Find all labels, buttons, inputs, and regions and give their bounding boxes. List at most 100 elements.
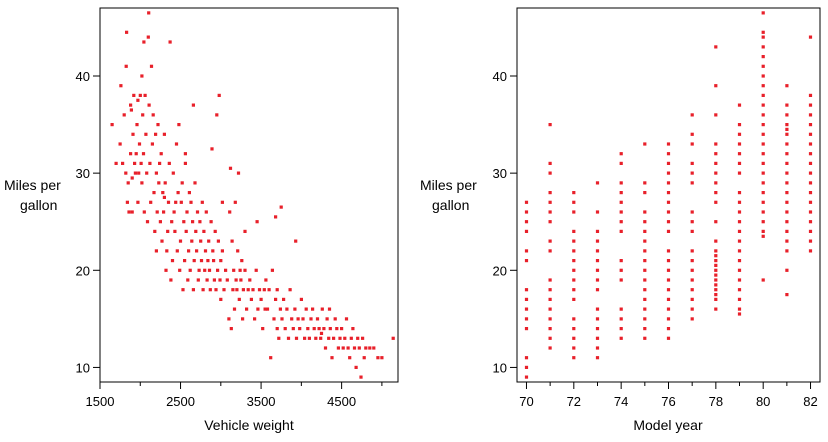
data-point: [714, 84, 718, 88]
data-point: [548, 307, 552, 311]
data-point: [368, 346, 372, 350]
data-point: [737, 307, 742, 311]
data-point: [548, 317, 552, 321]
data-point: [666, 317, 671, 321]
data-point: [219, 297, 223, 301]
data-point: [195, 210, 200, 214]
data-point: [217, 93, 221, 97]
data-point: [761, 229, 765, 233]
data-point: [572, 346, 576, 350]
data-point: [548, 297, 552, 301]
data-point: [236, 171, 241, 175]
data-point: [714, 268, 718, 272]
data-point: [191, 220, 195, 224]
data-point: [206, 259, 210, 263]
data-point: [714, 152, 718, 156]
data-point: [267, 288, 271, 292]
data-point: [364, 346, 368, 350]
data-point: [153, 229, 157, 233]
y-tick-label: 30: [76, 166, 90, 181]
data-point: [785, 132, 789, 136]
data-point: [737, 229, 742, 233]
data-point: [761, 45, 765, 49]
y-axis-title-line1: Miles per: [4, 177, 61, 193]
data-point: [218, 278, 222, 282]
data-point: [180, 181, 184, 185]
data-point: [808, 123, 813, 127]
data-point: [232, 268, 236, 272]
data-point: [162, 195, 166, 199]
data-point: [167, 161, 171, 165]
y-tick-label: 30: [493, 166, 507, 181]
data-point: [619, 327, 623, 331]
data-point: [246, 288, 250, 292]
data-point: [761, 11, 765, 15]
data-point: [714, 278, 718, 282]
data-point: [808, 93, 813, 97]
data-point: [213, 229, 217, 233]
data-point: [145, 220, 150, 224]
data-point: [785, 210, 789, 214]
data-point: [261, 327, 265, 331]
data-point: [524, 220, 529, 224]
x-tick-label: 70: [519, 394, 533, 409]
data-point: [761, 161, 765, 165]
plot-frame: [99, 7, 399, 383]
data-point: [222, 288, 226, 292]
data-point: [215, 113, 219, 117]
data-point: [307, 336, 311, 340]
data-point: [231, 288, 235, 292]
data-point: [714, 171, 718, 175]
data-point: [137, 171, 141, 175]
data-point: [808, 161, 813, 165]
data-point: [761, 200, 765, 204]
x-tick-label: 78: [709, 394, 723, 409]
data-point: [714, 161, 718, 165]
data-point: [362, 356, 366, 360]
data-point: [344, 317, 349, 321]
data-point: [737, 278, 742, 282]
y-axis-title-line2: gallon: [432, 197, 469, 213]
data-point: [155, 210, 159, 214]
data-point: [275, 288, 279, 292]
data-point: [548, 239, 552, 243]
data-point: [619, 317, 623, 321]
data-point: [236, 249, 240, 253]
data-point: [808, 220, 813, 224]
data-point: [737, 268, 742, 272]
data-point: [291, 327, 295, 331]
data-point: [808, 132, 813, 136]
data-point: [220, 249, 224, 253]
data-point: [196, 278, 200, 282]
data-point: [228, 166, 233, 170]
data-point: [124, 64, 128, 68]
data-point: [192, 259, 196, 263]
data-point: [737, 132, 742, 136]
data-point: [737, 123, 742, 127]
data-point: [714, 249, 718, 253]
data-point: [785, 181, 789, 185]
data-point: [283, 327, 287, 331]
data-point: [352, 346, 357, 350]
data-point: [548, 336, 552, 340]
x-axis-title: Vehicle weight: [204, 417, 294, 433]
data-point: [166, 229, 170, 233]
data-point: [666, 249, 671, 253]
x-tick-label: 4500: [327, 394, 356, 409]
data-point: [595, 249, 600, 253]
data-point: [201, 288, 205, 292]
data-point: [177, 123, 181, 127]
data-point: [147, 11, 151, 15]
data-point: [761, 74, 765, 78]
data-point: [269, 356, 273, 360]
data-point: [319, 336, 323, 340]
data-point: [191, 288, 195, 292]
data-point: [761, 84, 765, 88]
data-point: [714, 181, 718, 185]
data-point: [761, 113, 765, 117]
weight-vs-mpg-chart: 1500 2500 3500 4500 10 20 30 40 Miles per gallo…: [4, 7, 399, 433]
data-point: [737, 210, 742, 214]
data-point: [808, 210, 813, 214]
data-point: [595, 181, 600, 185]
data-point: [785, 293, 789, 297]
